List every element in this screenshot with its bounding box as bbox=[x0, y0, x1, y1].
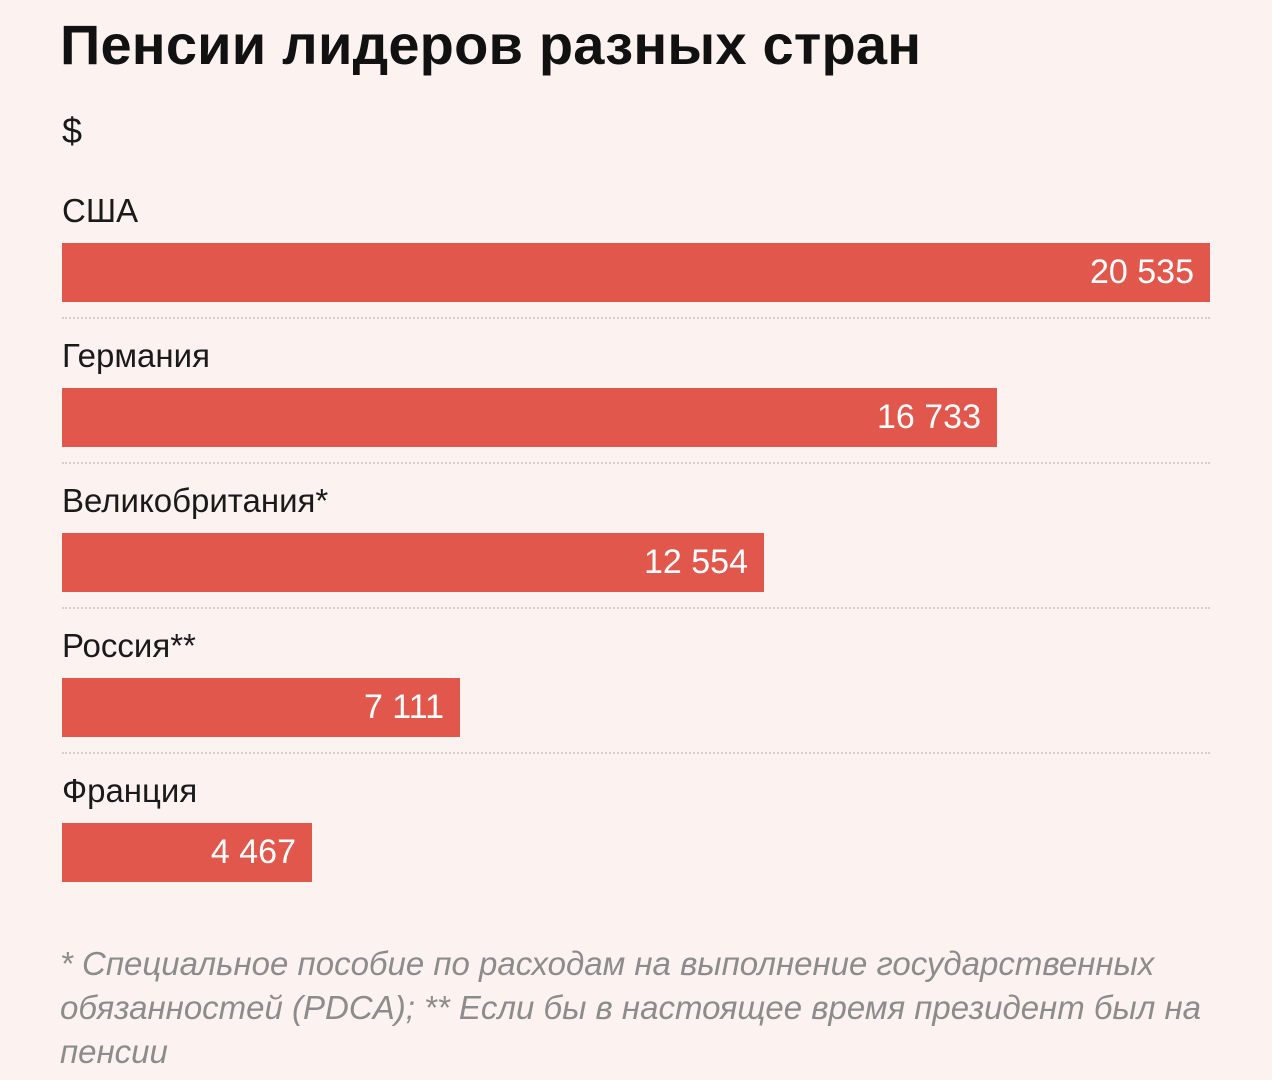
bar bbox=[62, 678, 460, 737]
category-label: Великобритания* bbox=[62, 482, 329, 519]
bar-value-label: 20 535 bbox=[1090, 253, 1194, 291]
row-divider bbox=[62, 317, 1210, 319]
footnote: * Специальное пособие по расходам на вып… bbox=[60, 945, 1201, 1070]
bar-value-label: 16 733 bbox=[877, 398, 981, 436]
bar-value-label: 12 554 bbox=[644, 543, 748, 581]
bar bbox=[62, 533, 764, 592]
category-label: Германия bbox=[62, 337, 210, 374]
category-label: США bbox=[62, 192, 139, 229]
bar-value-label: 4 467 bbox=[210, 833, 296, 871]
bar bbox=[62, 823, 312, 882]
row-divider bbox=[62, 752, 1210, 754]
unit-label: $ bbox=[62, 110, 83, 151]
row-divider bbox=[62, 462, 1210, 464]
bar bbox=[62, 388, 997, 447]
bar-value-label: 7 111 bbox=[363, 688, 444, 726]
category-label: Франция bbox=[62, 772, 198, 809]
category-label: Россия** bbox=[62, 627, 196, 664]
row-divider bbox=[62, 607, 1210, 609]
chart-title: Пенсии лидеров разных стран bbox=[60, 13, 922, 76]
bar bbox=[62, 243, 1210, 302]
